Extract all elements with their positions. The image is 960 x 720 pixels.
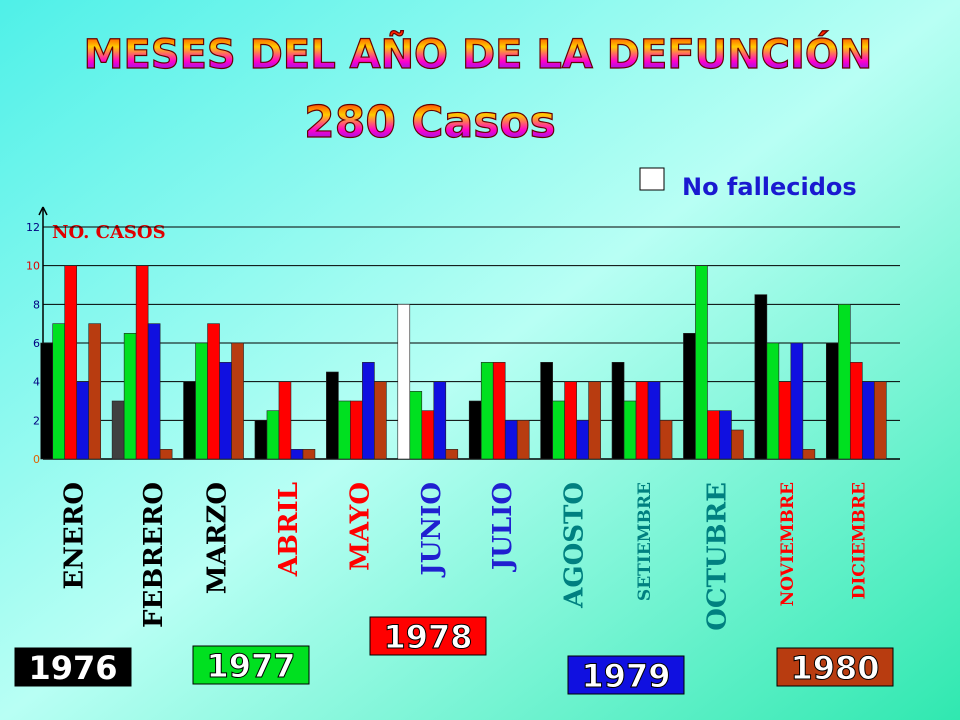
- y-tick-label: 2: [33, 414, 40, 427]
- bar: [278, 381, 292, 460]
- y-tick-label: 12: [26, 221, 40, 234]
- legend-label: 1977: [206, 647, 295, 685]
- bar: [52, 323, 66, 460]
- bar: [659, 420, 673, 460]
- bar: [159, 449, 173, 460]
- bar: [540, 362, 553, 460]
- bar: [183, 381, 196, 460]
- bar: [588, 381, 601, 460]
- bar: [611, 362, 625, 460]
- legend-swatch: [639, 167, 665, 191]
- bar: [409, 391, 423, 460]
- chart-title: MESES DEL AÑO DE LA DEFUNCIÓN: [84, 30, 873, 78]
- x-tick-label: FEBRERO: [139, 482, 169, 628]
- bar: [135, 265, 149, 460]
- bar: [195, 342, 208, 460]
- bar: [445, 449, 459, 460]
- bar: [766, 342, 780, 460]
- x-tick-label: JUNIO: [417, 482, 447, 578]
- bar: [219, 362, 232, 460]
- bar: [374, 381, 387, 460]
- bar: [290, 449, 304, 460]
- x-tick-label: OCTUBRE: [702, 482, 732, 631]
- legend-swatch: [192, 645, 310, 685]
- y-tick-label: 6: [33, 337, 40, 350]
- legend-label: No fallecidos: [682, 173, 857, 201]
- bar: [350, 400, 363, 460]
- bar: [492, 362, 506, 460]
- bar: [504, 420, 518, 460]
- bar: [647, 381, 661, 460]
- legend-swatch: [776, 647, 894, 687]
- x-tick-label: ABRIL: [274, 482, 304, 577]
- bar: [207, 323, 220, 460]
- legend-label: 1976: [28, 649, 117, 687]
- bar: [40, 342, 54, 460]
- x-tick-label: NOVIEMBRE: [778, 482, 798, 606]
- bar: [683, 333, 696, 460]
- legend-label: 1980: [790, 649, 879, 687]
- bar: [754, 294, 768, 460]
- y-tick-label: 10: [26, 260, 40, 273]
- legend-label: 1978: [383, 618, 472, 656]
- y-axis-tip: [42, 206, 48, 216]
- y-tick-label: 0: [33, 453, 40, 466]
- x-tick-label: DICIEMBRE: [849, 482, 869, 599]
- y-tick-label: 8: [33, 298, 40, 311]
- legend-swatch: [369, 616, 487, 656]
- bar: [111, 400, 125, 460]
- bar: [480, 362, 494, 460]
- bar: [397, 304, 411, 460]
- bar: [849, 362, 863, 460]
- bar: [825, 342, 839, 460]
- bar: [695, 265, 708, 460]
- bar: [635, 381, 649, 460]
- bar: [552, 400, 565, 460]
- y-axis-label: NO. CASOS: [52, 222, 166, 243]
- bar: [421, 410, 435, 460]
- legend-label: 1979: [581, 657, 670, 695]
- bar: [778, 381, 792, 460]
- y-axis-tip: [38, 206, 44, 216]
- bar: [707, 410, 720, 460]
- bar: [123, 333, 137, 460]
- bar: [326, 371, 339, 460]
- x-tick-label: MARZO: [203, 482, 233, 594]
- bar: [837, 304, 851, 460]
- bar: [88, 323, 102, 460]
- legend-swatch: [14, 647, 132, 687]
- x-tick-label: AGOSTO: [560, 482, 590, 609]
- x-tick-label: ENERO: [60, 482, 90, 590]
- bar: [719, 410, 732, 460]
- bar: [76, 381, 90, 460]
- bar: [266, 410, 280, 460]
- chart-subtitle: 280 Casos: [304, 97, 556, 148]
- bar: [231, 342, 244, 460]
- bar: [623, 400, 637, 460]
- y-tick-label: 4: [33, 376, 40, 389]
- bar: [516, 420, 530, 460]
- bar: [254, 420, 268, 460]
- bar: [362, 362, 375, 460]
- bar: [873, 381, 887, 460]
- bar: [861, 381, 875, 460]
- bar: [147, 323, 161, 460]
- bar: [468, 400, 482, 460]
- bar: [433, 381, 447, 460]
- bar: [338, 400, 351, 460]
- bar: [802, 449, 816, 460]
- bar: [64, 265, 78, 460]
- bar: [576, 420, 589, 460]
- bar: [731, 429, 744, 460]
- x-tick-label: MAYO: [345, 482, 375, 571]
- x-tick-label: JULIO: [488, 482, 518, 572]
- x-tick-label: SETIEMBRE: [635, 482, 655, 601]
- bar: [790, 342, 804, 460]
- bar: [302, 449, 316, 460]
- legend-swatch: [567, 655, 685, 695]
- bar: [564, 381, 577, 460]
